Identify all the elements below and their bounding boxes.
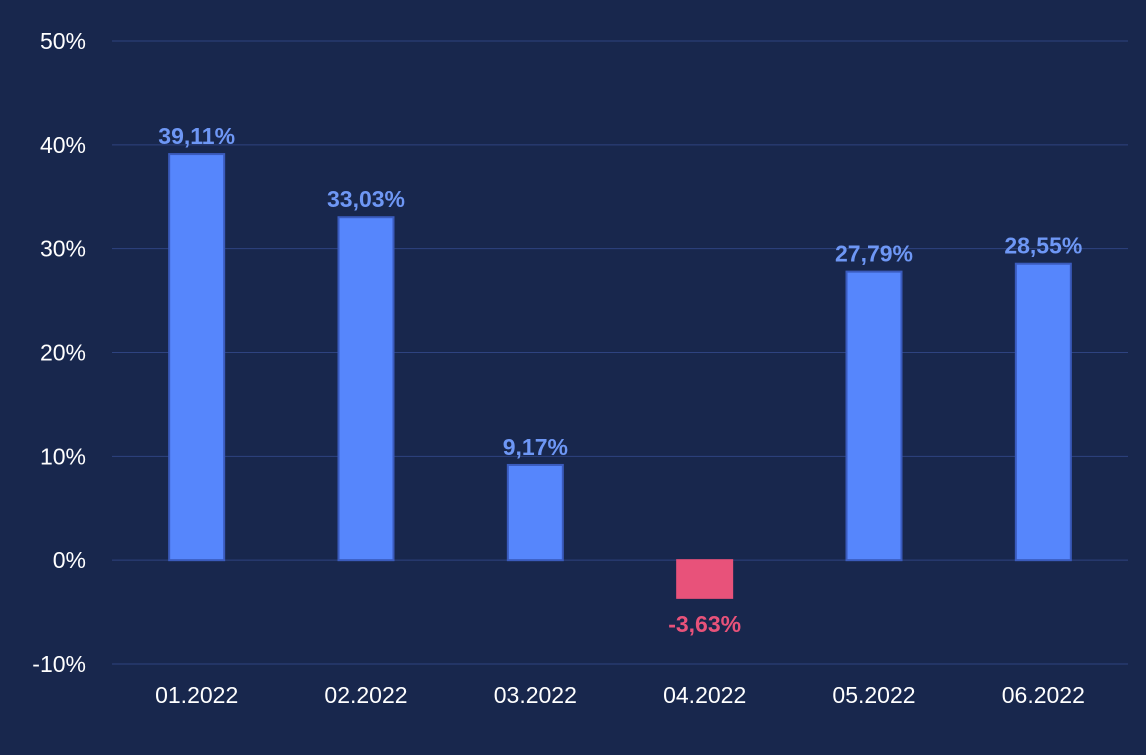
- data-label: 33,03%: [327, 186, 405, 212]
- data-label: 27,79%: [835, 241, 913, 267]
- bar: [337, 216, 395, 562]
- bar: [1014, 262, 1072, 562]
- y-tick-label: 40%: [40, 132, 86, 158]
- y-tick-label: 20%: [40, 340, 86, 366]
- y-tick-label: 30%: [40, 236, 86, 262]
- x-tick-label: 03.2022: [494, 682, 577, 708]
- bar: [676, 559, 734, 599]
- x-axis-ticks: 01.2022 02.2022 03.2022 04.2022 05.2022 06.20…: [155, 682, 1085, 708]
- data-label: 28,55%: [1004, 233, 1082, 259]
- bar: [506, 463, 564, 562]
- x-tick-label: 02.2022: [324, 682, 407, 708]
- bars: [168, 153, 1072, 599]
- gridlines: [112, 40, 1128, 665]
- bar: [168, 153, 226, 562]
- y-axis-ticks: 50% 40% 30% 20% 10% 0% -10%: [32, 28, 86, 677]
- x-tick-label: 06.2022: [1002, 682, 1085, 708]
- x-tick-label: 04.2022: [663, 682, 746, 708]
- bar: [845, 270, 903, 562]
- data-label: -3,63%: [668, 611, 741, 637]
- data-label: 39,11%: [158, 123, 235, 149]
- y-tick-label: 0%: [53, 547, 86, 573]
- data-label: 9,17%: [503, 434, 568, 460]
- x-tick-label: 01.2022: [155, 682, 238, 708]
- y-tick-label: -10%: [32, 651, 86, 677]
- data-labels: 39,11% 33,03% 9,17% -3,63% 27,79% 28,55%: [158, 123, 1082, 637]
- y-tick-label: 10%: [40, 443, 86, 469]
- y-tick-label: 50%: [40, 28, 86, 54]
- x-tick-label: 05.2022: [832, 682, 915, 708]
